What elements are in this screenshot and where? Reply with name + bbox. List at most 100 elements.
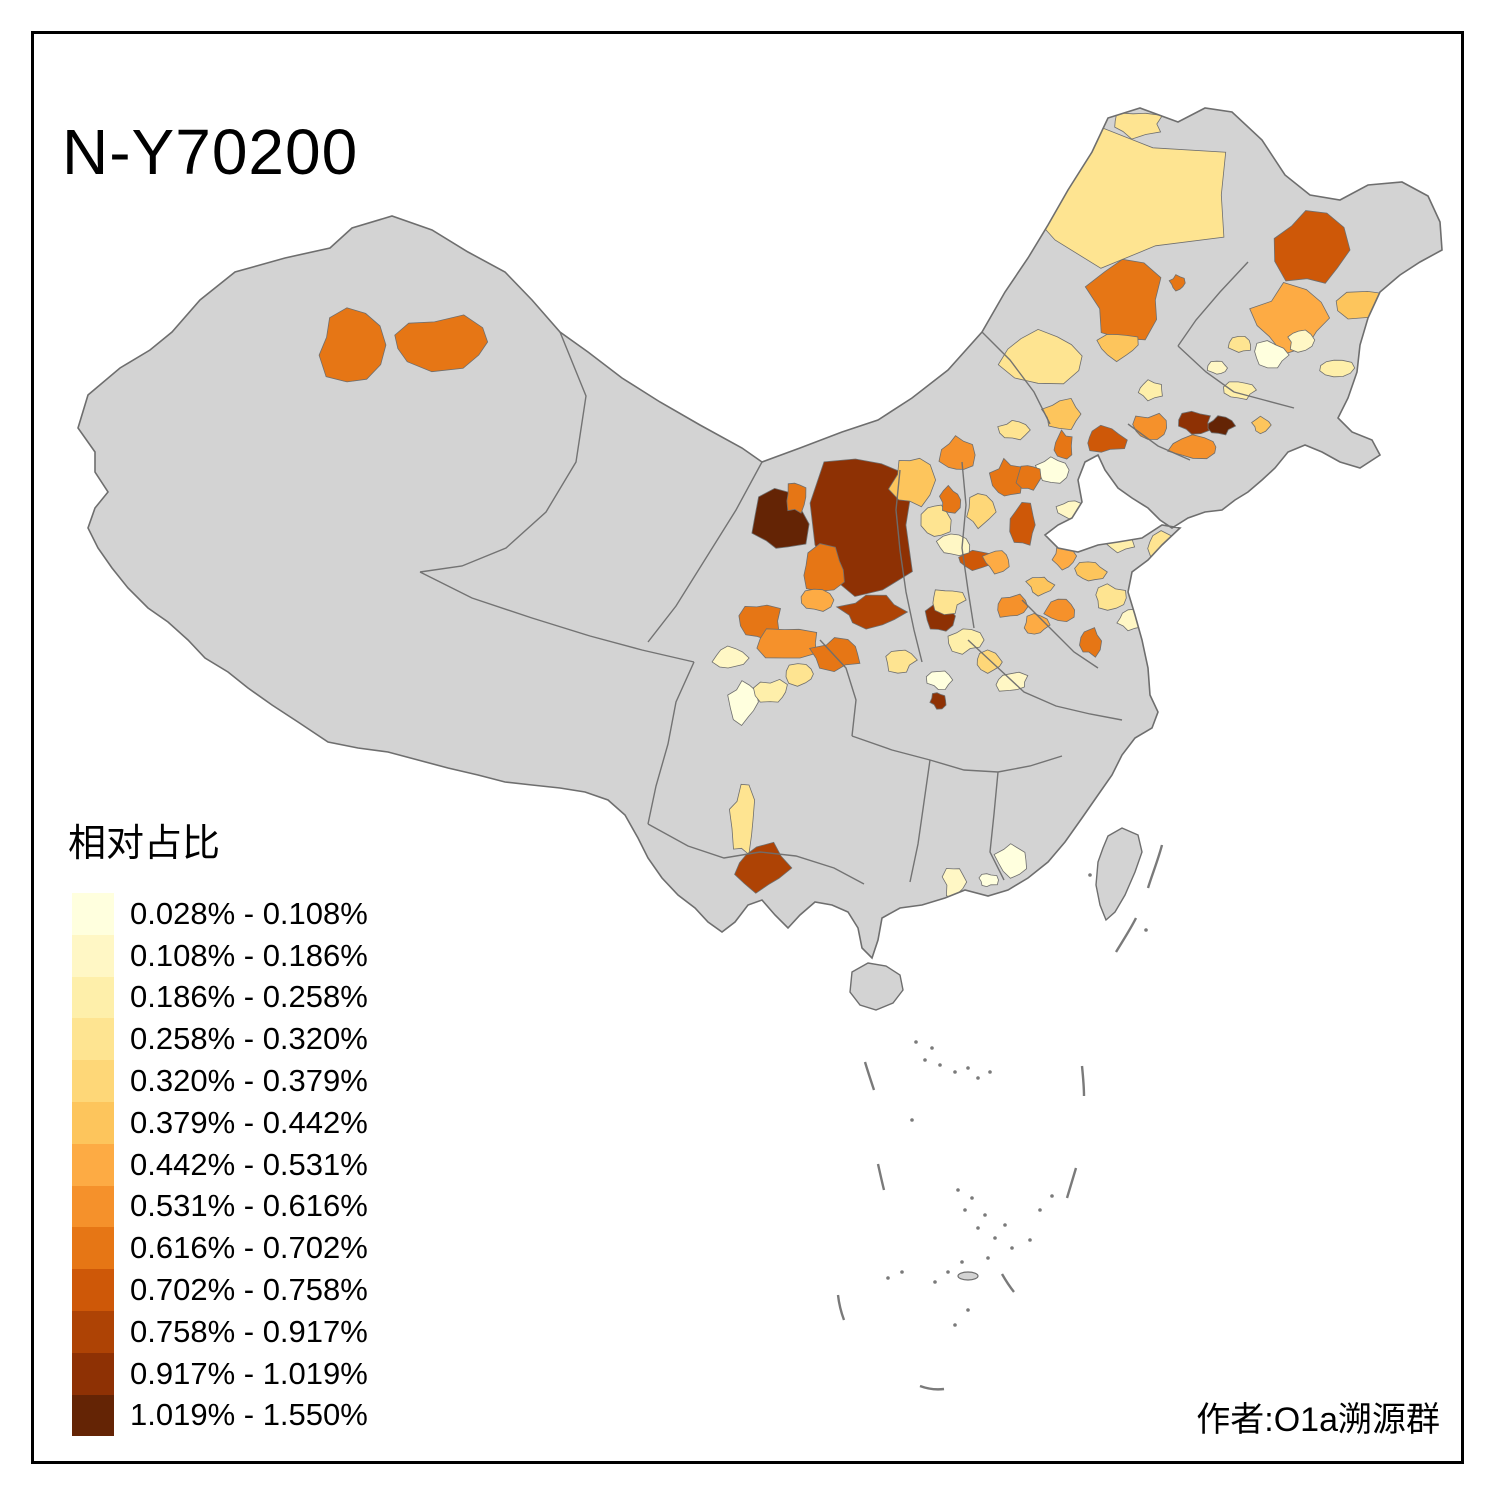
prefecture-region <box>786 482 807 514</box>
legend-label: 0.758% - 0.917% <box>130 1313 368 1349</box>
nine-dash-line <box>836 844 1164 1391</box>
prefecture-region <box>1207 415 1237 436</box>
prefecture-region <box>1053 429 1073 460</box>
islet-dot <box>1003 1223 1007 1227</box>
legend-row: 0.320% - 0.379% <box>72 1060 368 1102</box>
prefecture-region <box>808 637 861 673</box>
legend-label: 0.320% - 0.379% <box>130 1063 368 1099</box>
legend-row: 0.702% - 0.758% <box>72 1269 368 1311</box>
prefecture-region <box>394 314 489 373</box>
prefecture-region <box>727 680 759 727</box>
prefecture-region <box>1087 424 1128 453</box>
prefecture-region <box>966 493 997 530</box>
legend-items: 0.028% - 0.108% 0.108% - 0.186% 0.186% - 0… <box>72 893 368 1437</box>
small-island <box>957 1271 979 1281</box>
legend-swatch <box>72 1018 114 1061</box>
islet-dot <box>1050 1194 1054 1198</box>
prefecture-region <box>1078 501 1108 538</box>
islet-dot <box>970 1196 974 1200</box>
legend-swatch <box>72 1269 114 1311</box>
prefecture-region <box>1015 465 1042 491</box>
legend-swatch <box>72 1060 114 1102</box>
prefecture-region <box>803 543 845 592</box>
islet-dot <box>960 1260 964 1264</box>
prefecture-region <box>1287 329 1316 353</box>
prefecture-region <box>993 843 1028 879</box>
legend-title: 相对占比 <box>68 823 221 865</box>
islet-dot <box>956 1188 960 1192</box>
legend-swatch <box>72 893 114 935</box>
islet-dot <box>976 1076 980 1080</box>
legend-row: 0.108% - 0.186% <box>72 934 368 977</box>
legend-swatch <box>72 1394 114 1437</box>
legend-row: 0.028% - 0.108% <box>72 893 368 935</box>
prefecture-region <box>932 589 967 616</box>
legend-label: 1.019% - 1.550% <box>130 1397 368 1433</box>
legend-label: 0.702% - 0.758% <box>130 1272 368 1308</box>
islet-dot <box>1028 1238 1032 1242</box>
legend-swatch <box>72 1185 114 1228</box>
islet-dot <box>946 1270 950 1274</box>
scattered-islets <box>886 873 1148 1327</box>
prefecture-region <box>938 435 976 470</box>
page-title: N-Y70200 <box>62 115 359 188</box>
islet-dot <box>910 1118 914 1122</box>
prefecture-region <box>925 670 954 691</box>
legend-label: 0.917% - 1.019% <box>130 1355 368 1391</box>
prefecture-region <box>1319 359 1356 378</box>
islet-dot <box>988 1070 992 1074</box>
prefecture-region <box>1023 613 1051 635</box>
legend-label: 0.186% - 0.258% <box>130 979 368 1015</box>
islet-dot <box>923 1058 927 1062</box>
legend-row: 0.616% - 0.702% <box>72 1227 368 1270</box>
prefecture-region <box>1206 360 1228 375</box>
islet-dot <box>953 1070 957 1074</box>
prefecture-region <box>734 841 793 894</box>
hainan-island <box>849 962 904 1011</box>
prefecture-region <box>1084 258 1162 341</box>
prefecture-region <box>1273 210 1351 284</box>
legend-swatch <box>72 934 114 977</box>
legend-label: 0.108% - 0.186% <box>130 937 368 973</box>
prefecture-region <box>929 692 947 710</box>
legend-label: 0.442% - 0.531% <box>130 1146 368 1182</box>
prefecture-region <box>1178 410 1211 435</box>
legend-row: 0.379% - 0.442% <box>72 1101 368 1144</box>
prefecture-region <box>1025 576 1056 597</box>
islet-dot <box>986 1256 990 1260</box>
prefecture-region <box>997 328 1083 385</box>
legend-swatch <box>72 1352 114 1395</box>
islet-dot <box>886 1276 890 1280</box>
prefecture-region <box>753 678 788 703</box>
islet-dot <box>983 1213 987 1217</box>
legend-row: 0.442% - 0.531% <box>72 1143 368 1186</box>
prefecture-region <box>1096 333 1139 363</box>
prefecture-region <box>1168 274 1186 292</box>
legend-row: 1.019% - 1.550% <box>72 1394 368 1437</box>
legend-swatch <box>72 976 114 1019</box>
prefecture-region <box>800 588 835 612</box>
prefecture-region <box>1137 379 1163 402</box>
islet-dot <box>914 1040 918 1044</box>
islet-dot <box>1144 928 1148 932</box>
legend-row: 0.917% - 1.019% <box>72 1352 368 1395</box>
prefecture-region <box>728 783 756 856</box>
legend: 相对占比 0.028% - 0.108% 0.108% - 0.186% 0.186… <box>68 812 368 1437</box>
legend-label: 0.531% - 0.616% <box>130 1188 368 1224</box>
prefecture-region <box>318 307 387 383</box>
prefecture-region <box>1335 290 1404 321</box>
prefecture-region <box>1009 501 1036 546</box>
legend-row: 0.531% - 0.616% <box>72 1185 368 1228</box>
prefecture-region <box>981 550 1010 575</box>
prefecture-region <box>1254 340 1290 369</box>
islet-dot <box>933 1280 937 1284</box>
islet-dot <box>993 1236 997 1240</box>
prefecture-region <box>1114 112 1164 140</box>
prefecture-region <box>885 649 918 674</box>
attribution: 作者:O1a溯源群 <box>1196 1401 1440 1439</box>
province-borders <box>419 261 1295 885</box>
legend-swatch <box>72 1227 114 1270</box>
islet-dot <box>930 1046 934 1050</box>
islet-dot <box>976 1226 980 1230</box>
